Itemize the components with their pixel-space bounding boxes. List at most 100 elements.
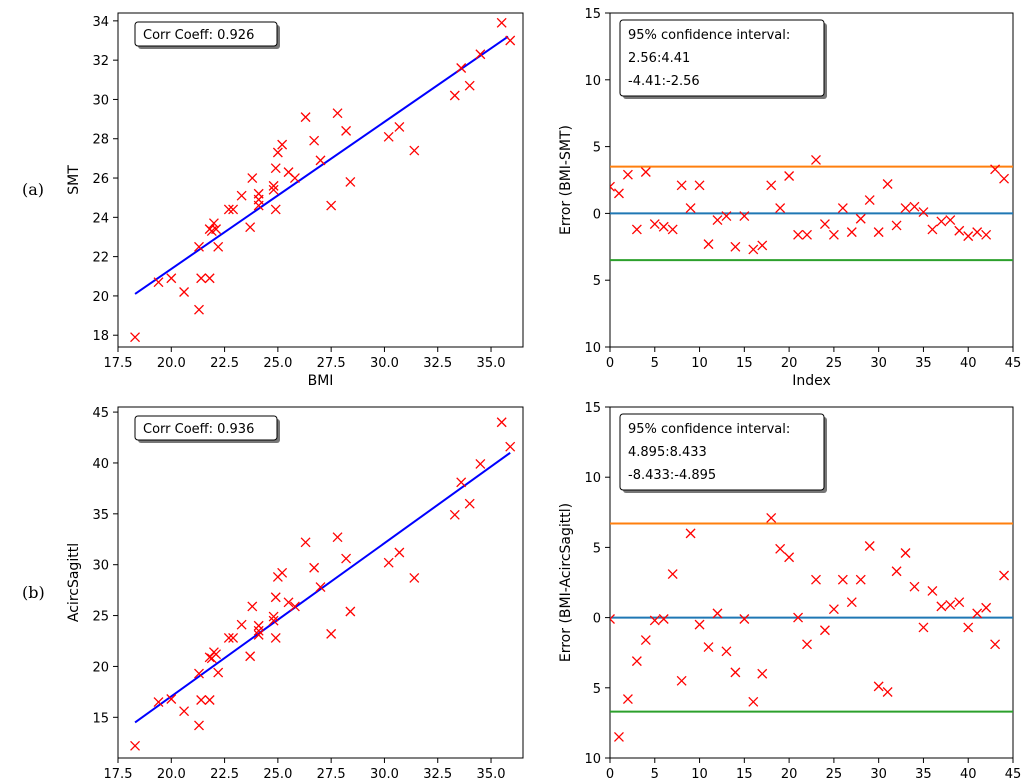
- data-point: [640, 635, 651, 646]
- data-point: [228, 632, 239, 643]
- panel-label-b: (b): [22, 583, 45, 602]
- data-point: [409, 572, 420, 583]
- data-point: [990, 164, 1001, 175]
- data-point: [309, 135, 320, 146]
- data-point: [326, 628, 337, 639]
- data-point: [658, 221, 669, 232]
- x-tick-label: 0: [606, 356, 614, 371]
- data-point: [927, 224, 938, 235]
- data-point: [277, 567, 288, 578]
- data-point: [253, 629, 264, 640]
- data-point: [236, 619, 247, 630]
- data-point: [449, 509, 460, 520]
- data-point: [864, 541, 875, 551]
- data-point: [475, 459, 486, 469]
- x-tick-label: 5: [651, 767, 659, 782]
- data-point: [326, 200, 337, 211]
- x-tick-label: 45: [1005, 767, 1022, 782]
- data-point: [341, 125, 352, 136]
- x-tick-label: 5: [651, 356, 659, 371]
- data-point: [793, 229, 804, 240]
- data-point: [341, 553, 352, 564]
- y-axis-label: SMT: [66, 165, 82, 195]
- data-point: [475, 49, 486, 60]
- data-point: [268, 184, 279, 195]
- data-point: [712, 608, 723, 619]
- data-point: [649, 615, 660, 626]
- data-point: [505, 35, 516, 46]
- x-tick-label: 10: [691, 767, 708, 782]
- data-point: [793, 612, 804, 623]
- data-point: [990, 639, 1001, 650]
- data-point: [811, 574, 821, 585]
- data-point: [456, 477, 467, 488]
- y-tick-label: 0: [593, 207, 601, 222]
- y-tick-label: 28: [92, 133, 109, 148]
- y-tick-label: 22: [92, 251, 109, 266]
- correlation-annotation: Corr Coeff: 0.936: [143, 422, 254, 437]
- data-point: [505, 441, 516, 452]
- data-point: [196, 695, 207, 705]
- data-point: [253, 625, 264, 636]
- y-tick-label: 15: [584, 7, 601, 22]
- x-tick-label: 25.0: [263, 767, 292, 782]
- data-point: [268, 611, 279, 622]
- data-point: [712, 215, 723, 226]
- annotation-box: [619, 19, 825, 97]
- data-point: [757, 240, 768, 251]
- data-point: [721, 211, 732, 222]
- data-point: [972, 227, 983, 238]
- data-point: [409, 145, 420, 156]
- data-point: [667, 569, 678, 580]
- data-point: [954, 225, 965, 236]
- data-point: [394, 121, 405, 132]
- data-point: [153, 697, 164, 708]
- data-point: [802, 229, 812, 240]
- data-point: [730, 667, 741, 678]
- data-point: [166, 273, 177, 284]
- data-point: [245, 222, 256, 233]
- x-tick-label: 17.5: [104, 767, 133, 782]
- x-axis-label: Index: [792, 373, 831, 389]
- y-tick-label: 10: [584, 341, 601, 356]
- correlation-annotation: Corr Coeff: 0.926: [143, 28, 254, 43]
- x-tick-label: 25: [826, 767, 843, 782]
- data-point: [757, 668, 768, 679]
- data-point: [204, 273, 215, 284]
- data-point: [300, 112, 311, 123]
- x-tick-label: 15: [736, 356, 753, 371]
- data-point: [166, 694, 177, 704]
- chart-a-error: 0 5 10 15 20 25 30 35 40 45 10 5 0 5 10 15 Index Error (B…: [558, 7, 1021, 389]
- y-tick-label: 18: [92, 329, 109, 344]
- data-point: [873, 681, 884, 692]
- panel-label-a: (a): [22, 180, 45, 199]
- data-point: [394, 547, 405, 558]
- data-point: [855, 213, 866, 224]
- data-point: [345, 606, 356, 617]
- y-tick-label: 25: [92, 610, 109, 625]
- data-point: [864, 195, 875, 205]
- data-point: [315, 155, 326, 166]
- data-point: [999, 173, 1010, 184]
- data-point: [766, 512, 777, 523]
- data-point: [900, 203, 911, 214]
- y-tick-label: 24: [92, 211, 109, 226]
- data-point: [667, 224, 678, 235]
- plot-area: [130, 417, 516, 751]
- data-point: [999, 570, 1010, 581]
- x-tick-label: 30.0: [370, 356, 399, 371]
- data-point: [204, 695, 215, 705]
- plot-area: [130, 17, 516, 343]
- data-point: [315, 582, 326, 593]
- y-tick-label: 5: [593, 541, 601, 556]
- y-axis-label: Error (BMI-SMT): [558, 125, 574, 235]
- data-point: [909, 201, 920, 212]
- y-tick-label: 10: [584, 471, 601, 486]
- data-point: [211, 224, 222, 235]
- data-point: [936, 601, 947, 612]
- x-tick-label: 32.5: [423, 356, 452, 371]
- data-point: [658, 614, 669, 624]
- data-point: [954, 597, 965, 608]
